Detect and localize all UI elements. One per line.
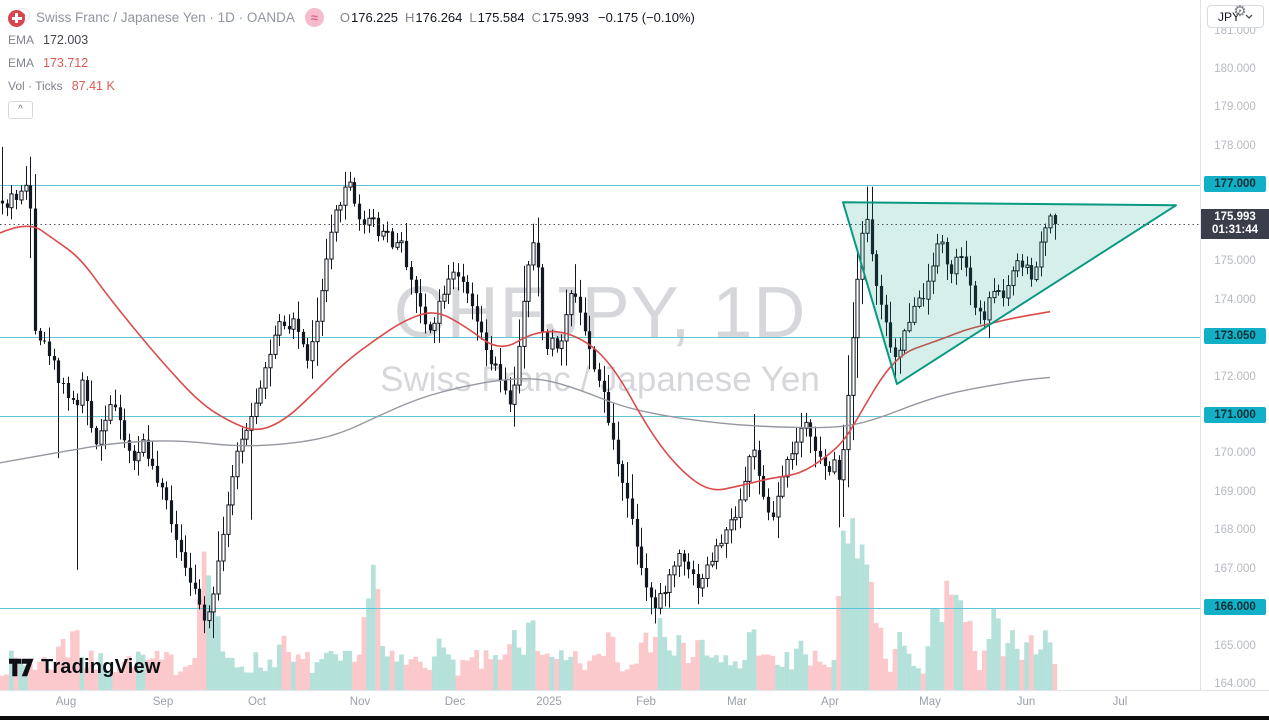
current-price-label[interactable]: 175.993 01:31:44 — [1201, 209, 1269, 240]
time-tick-label: Feb — [636, 696, 656, 708]
indicator-label: EMA — [8, 32, 35, 47]
open-value: 176.225 — [351, 9, 398, 25]
symbol-pair-flags-icon — [8, 7, 30, 27]
time-tick-label: Jul — [1112, 696, 1128, 708]
collapse-legend-button[interactable]: ^ — [8, 101, 33, 119]
tradingview-logo-text: TradingView — [41, 656, 161, 678]
high-value: 176.264 — [415, 9, 463, 25]
bar-close-countdown: 01:31:44 — [1211, 224, 1259, 237]
close-value: 175.993 — [542, 9, 590, 25]
axis-settings-gear-icon[interactable]: ⚙ — [1233, 3, 1247, 20]
ohlc-values: O176.225 H176.264 L175.584 C175.993 −0.1… — [340, 10, 695, 25]
current-price-value: 175.993 — [1214, 211, 1256, 224]
indicator-value: 87.41 K — [71, 78, 115, 93]
low-value: 175.584 — [477, 9, 525, 25]
price-tick-label: 175.000 — [1214, 255, 1256, 268]
price-tick-label: 179.000 — [1214, 101, 1256, 114]
time-tick-label: Oct — [248, 696, 266, 708]
level-price-label[interactable]: 171.000 — [1204, 406, 1266, 423]
price-tick-label: 165.000 — [1214, 639, 1256, 652]
swiss-flag-icon — [8, 9, 25, 27]
indicator-value: 173.712 — [43, 55, 89, 70]
time-tick-label: Aug — [55, 696, 77, 708]
level-price-label[interactable]: 177.000 — [1204, 176, 1266, 193]
tradingview-logo[interactable]: TradingView — [9, 656, 161, 679]
indicator-row-volume[interactable]: Vol · Ticks 87.41 K — [8, 74, 695, 97]
time-axis[interactable]: Aug Sep Oct Nov Dec 2025 Feb Mar Apr May Jun Jul — [0, 690, 1269, 716]
indicator-label: Vol · Ticks — [8, 78, 63, 93]
price-tick-label: 174.000 — [1214, 293, 1256, 306]
currency-label: JPY — [1217, 9, 1240, 24]
chevron-down-icon — [1245, 14, 1253, 19]
indicator-row-ema-slow[interactable]: EMA 172.003 — [8, 28, 695, 51]
indicator-row-ema-fast[interactable]: EMA 173.712 — [8, 51, 695, 74]
price-axis[interactable]: JPY 164.000 165.000 166.000 167.000 168.000 1… — [1200, 0, 1269, 690]
price-tick-label: 170.000 — [1214, 447, 1256, 460]
price-chart-canvas[interactable] — [0, 0, 1200, 690]
price-tick-label: 180.000 — [1214, 63, 1256, 75]
price-tick-label: 167.000 — [1214, 562, 1256, 575]
market-status-icon[interactable]: ≈ — [304, 7, 324, 27]
time-tick-label: 2025 — [536, 696, 562, 708]
tradingview-logo-icon — [9, 658, 34, 677]
indicator-label: EMA — [8, 55, 35, 70]
indicator-value: 172.003 — [43, 32, 89, 47]
open-label: O — [339, 9, 350, 25]
time-tick-label: Sep — [152, 696, 174, 708]
high-label: H — [405, 9, 415, 25]
price-tick-label: 172.000 — [1214, 370, 1256, 383]
price-tick-label: 178.000 — [1214, 139, 1256, 152]
time-tick-label: May — [919, 696, 941, 708]
price-tick-label: 164.000 — [1214, 678, 1256, 690]
level-price-label[interactable]: 173.050 — [1204, 328, 1266, 345]
symbol-row[interactable]: Swiss Franc / Japanese Yen · 1D · OANDA … — [8, 6, 695, 28]
currency-selector[interactable]: JPY — [1207, 5, 1264, 28]
time-tick-label: Mar — [727, 696, 747, 708]
time-tick-label: Nov — [349, 696, 371, 708]
level-price-label[interactable]: 166.000 — [1204, 599, 1266, 616]
low-label: L — [469, 9, 477, 25]
close-label: C — [531, 9, 542, 25]
time-tick-label: Dec — [444, 696, 466, 708]
chart-legend: Swiss Franc / Japanese Yen · 1D · OANDA … — [8, 6, 695, 119]
time-tick-label: Jun — [1016, 696, 1036, 708]
symbol-title[interactable]: Swiss Franc / Japanese Yen · 1D · OANDA — [36, 9, 295, 25]
price-tick-label: 168.000 — [1214, 524, 1256, 537]
window-bottom-edge — [0, 716, 1269, 720]
price-tick-label: 169.000 — [1214, 485, 1256, 498]
change-value: −0.175 (−0.10%) — [598, 9, 695, 25]
time-tick-label: Apr — [821, 696, 839, 708]
